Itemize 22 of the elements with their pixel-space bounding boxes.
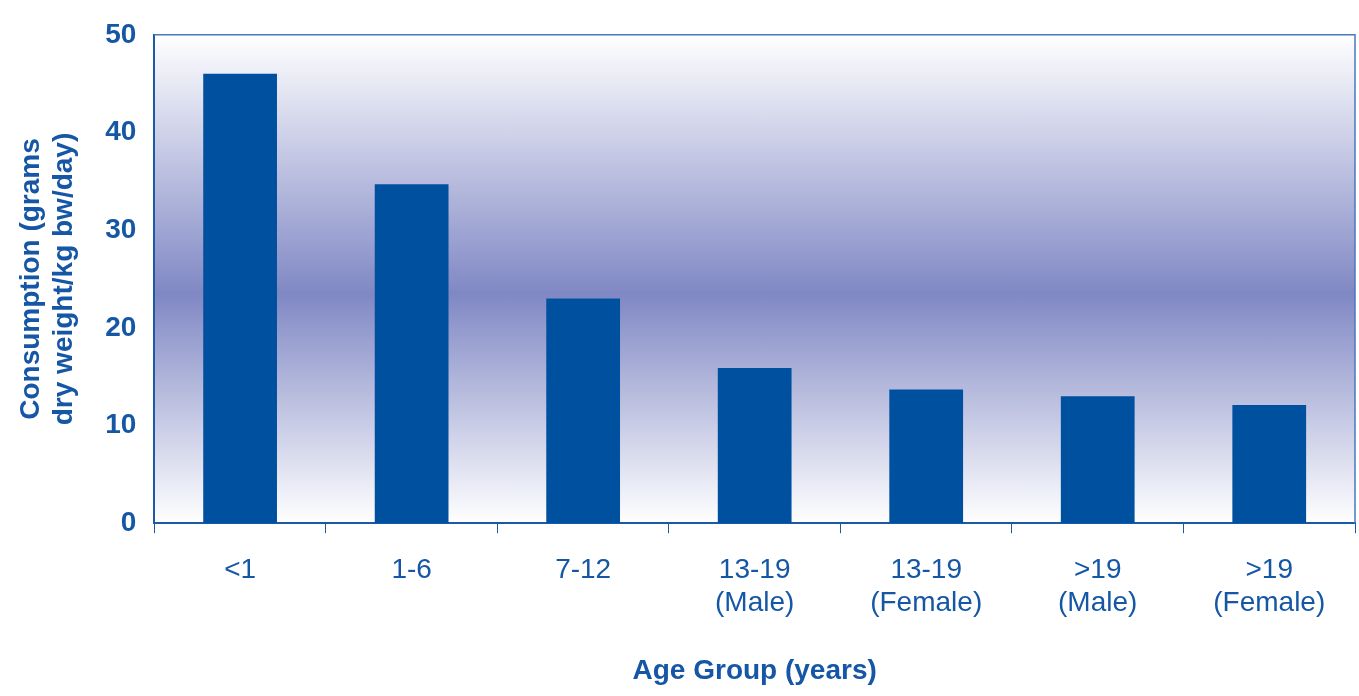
bar — [203, 73, 277, 524]
y-tick-label: 40 — [105, 115, 137, 147]
x-tick-label: >19 (Female) — [1213, 552, 1326, 618]
x-tick-label: 13-19 (Female) — [870, 552, 983, 618]
bar — [717, 367, 792, 524]
x-tick-label: 1-6 — [391, 552, 432, 584]
y-tick-label: 50 — [105, 17, 137, 49]
x-tick-label: 7-12 — [555, 552, 612, 584]
y-tick-label: 0 — [120, 505, 137, 537]
x-axis-title: Age Group (years) — [632, 653, 877, 685]
x-tick-label: >19 (Male) — [1058, 552, 1138, 618]
x-tick-label: <1 — [224, 552, 257, 584]
bar — [1060, 396, 1135, 524]
bar — [889, 389, 964, 524]
x-tick-label: 13-19 (Male) — [715, 552, 795, 618]
bar — [1232, 405, 1307, 524]
y-axis-title: Consumption (grams dry weight/kg bw/day) — [13, 132, 79, 426]
y-tick-label: 20 — [105, 310, 137, 342]
y-tick-label: 30 — [105, 212, 137, 244]
bar — [546, 298, 621, 524]
bar — [374, 184, 449, 524]
y-tick-label: 10 — [105, 408, 137, 440]
